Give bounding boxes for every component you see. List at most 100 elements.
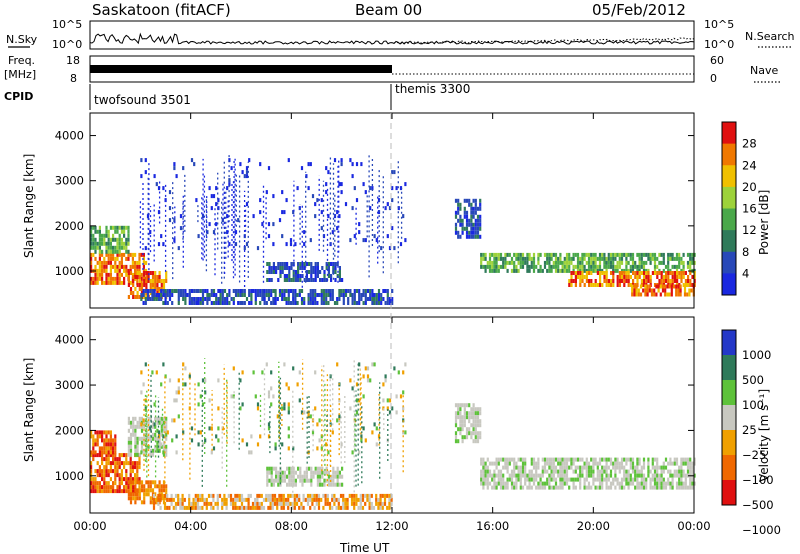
heatmap-cell — [240, 497, 244, 502]
heatmap-cell — [552, 465, 555, 470]
heatmap-cell — [226, 297, 229, 301]
heatmap-cell — [653, 477, 657, 482]
heatmap-cell — [470, 202, 473, 207]
heatmap-cell — [675, 292, 678, 297]
heatmap-cell — [308, 270, 311, 274]
heatmap-cell — [656, 465, 659, 470]
heatmap-cell — [579, 469, 582, 474]
heatmap-cell — [375, 493, 378, 498]
heatmap-cell — [369, 297, 372, 301]
heatmap-cell — [247, 505, 250, 510]
heatmap-cell — [683, 288, 687, 293]
heatmap-cell — [312, 266, 315, 270]
heatmap-cell — [592, 461, 595, 466]
heatmap-cell — [292, 474, 295, 479]
heatmap-cell — [658, 485, 661, 490]
heatmap-cell — [219, 297, 222, 301]
heatmap-cell — [362, 182, 365, 187]
heatmap-cell — [576, 465, 580, 470]
heatmap-cell — [391, 289, 394, 293]
heatmap-cell — [680, 256, 683, 261]
heatmap-cell — [465, 198, 469, 203]
heatmap-cell — [620, 260, 624, 265]
heatmap-cell — [116, 237, 119, 242]
heatmap-cell — [528, 252, 531, 257]
heatmap-cell — [265, 293, 268, 297]
heatmap-cell — [134, 432, 137, 437]
heatmap-cell — [627, 271, 630, 275]
heatmap-cell — [158, 500, 161, 505]
heatmap-cell — [312, 278, 315, 282]
heatmap-cell — [273, 501, 277, 506]
heatmap-cell — [629, 481, 632, 486]
heatmap-cell — [651, 473, 654, 478]
heatmap-cell — [614, 473, 617, 478]
heatmap-cell — [103, 477, 106, 482]
heatmap-cell — [647, 473, 650, 478]
heatmap-cell — [625, 457, 628, 462]
heatmap-cell — [371, 301, 374, 305]
heatmap-cell — [109, 453, 112, 458]
heatmap-cell — [125, 489, 128, 494]
heatmap-cell — [129, 465, 132, 470]
heatmap-cell — [210, 450, 213, 455]
heatmap-cell — [563, 256, 566, 261]
heatmap-cell — [336, 210, 339, 215]
heatmap-cell — [369, 293, 372, 297]
heatmap-cell — [138, 492, 141, 497]
velocity-frame — [89, 316, 695, 514]
heatmap-cell — [640, 256, 643, 261]
heatmap-cell — [364, 293, 367, 297]
heatmap-cell — [90, 485, 93, 490]
heatmap-cell — [526, 256, 529, 261]
heatmap-cell — [260, 505, 263, 510]
heatmap-cell — [226, 301, 229, 305]
heatmap-cell — [274, 301, 277, 305]
heatmap-cell — [332, 474, 335, 479]
heatmap-cell — [454, 415, 458, 420]
heatmap-cell — [251, 501, 255, 506]
heatmap-cell — [116, 461, 119, 466]
heatmap-cell — [338, 278, 341, 282]
heatmap-cell — [118, 225, 121, 230]
heatmap-cell — [680, 275, 683, 279]
heatmap-cell — [463, 206, 466, 211]
heatmap-cell — [151, 480, 155, 485]
heatmap-cell — [114, 450, 117, 455]
heatmap-cell — [596, 477, 599, 482]
heatmap-cell — [199, 493, 202, 498]
heatmap-cell — [101, 453, 104, 458]
heatmap-cell — [168, 297, 172, 301]
heatmap-cell — [621, 279, 624, 283]
heatmap-cell — [476, 214, 480, 219]
heatmap-cell — [239, 162, 242, 167]
heatmap-cell — [158, 488, 161, 493]
heatmap-cell — [177, 293, 180, 297]
heatmap-cell — [268, 266, 271, 270]
heatmap-cell — [134, 260, 137, 265]
heatmap-cell — [158, 287, 161, 291]
heatmap-cell — [219, 289, 222, 293]
heatmap-cell — [524, 256, 527, 261]
heatmap-cell — [298, 370, 301, 375]
heatmap-cell — [528, 469, 531, 474]
heatmap-cell — [136, 469, 139, 474]
heatmap-cell — [682, 461, 685, 466]
heatmap-cell — [118, 465, 121, 470]
heatmap-cell — [274, 297, 277, 301]
heatmap-cell — [682, 268, 685, 273]
heatmap-cell — [118, 233, 121, 238]
heatmap-cell — [98, 465, 101, 470]
heatmap-cell — [658, 279, 661, 283]
heatmap-cell — [287, 297, 290, 301]
heatmap-cell — [476, 234, 480, 239]
heatmap-cell — [651, 256, 654, 261]
heatmap-cell — [470, 234, 473, 239]
heatmap-cell — [459, 431, 462, 436]
heatmap-cell — [660, 477, 663, 482]
heatmap-cell — [120, 225, 123, 230]
heatmap-cell — [90, 229, 93, 234]
heatmap-cell — [488, 268, 492, 273]
heatmap-cell — [557, 469, 560, 474]
heatmap-cell — [254, 289, 257, 293]
